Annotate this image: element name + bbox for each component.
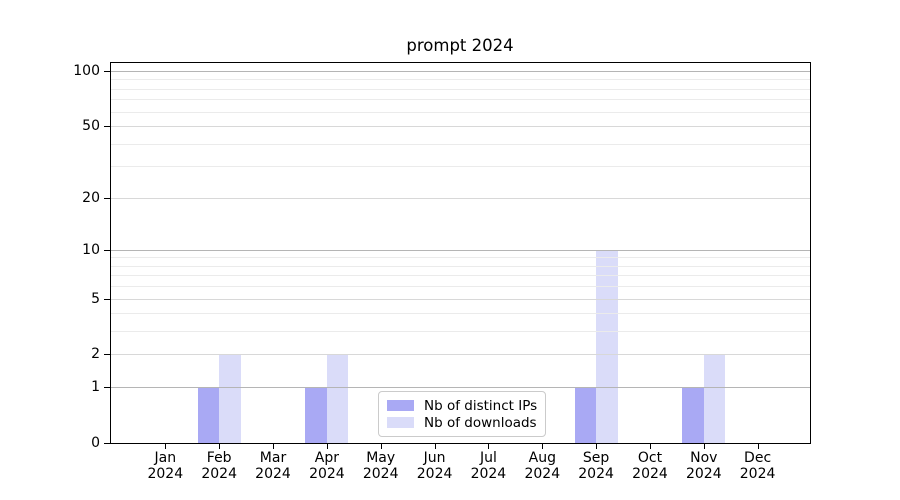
x-tick-mark-sep bbox=[596, 444, 598, 449]
x-tick-mark-feb bbox=[219, 444, 221, 449]
bar-downloads-apr bbox=[326, 354, 349, 443]
gridline-y-5 bbox=[111, 298, 810, 300]
x-tick-month-text: May bbox=[366, 450, 396, 466]
x-tick-month-text: Dec bbox=[744, 450, 772, 466]
x-tick-year-text: 2024 bbox=[470, 466, 507, 482]
y-tick-label-5: 5 bbox=[91, 290, 100, 307]
x-tick-month-text: Mar bbox=[259, 450, 287, 466]
gridline-y-20 bbox=[111, 197, 810, 199]
legend-label-distinct-ips: Nb of distinct IPs bbox=[424, 397, 538, 414]
y-tick-mark-20 bbox=[104, 197, 110, 199]
x-tick-month-text: Sep bbox=[582, 450, 610, 466]
x-tick-label-dec: Dec 2024 bbox=[723, 450, 793, 482]
x-tick-year-text: 2024 bbox=[309, 466, 345, 482]
y-tick-label-100: 100 bbox=[73, 62, 100, 79]
gridline-y-8 bbox=[111, 265, 810, 267]
gridline-y-80 bbox=[111, 88, 810, 90]
bar-distinct-ips-sep bbox=[574, 387, 597, 443]
legend: Nb of distinct IPs Nb of downloads bbox=[378, 391, 546, 437]
y-tick-mark-0 bbox=[104, 443, 110, 444]
y-tick-mark-10 bbox=[104, 249, 110, 251]
bar-downloads-feb bbox=[219, 354, 241, 443]
bar-distinct-ips-feb bbox=[197, 387, 220, 443]
x-tick-mark-jun bbox=[434, 444, 436, 449]
x-tick-mark-aug bbox=[542, 444, 544, 449]
x-tick-mark-nov bbox=[703, 444, 705, 449]
x-tick-year-text: 2024 bbox=[739, 466, 776, 482]
x-tick-mark-jan bbox=[165, 444, 167, 449]
x-tick-label-oct: Oct 2024 bbox=[615, 450, 685, 482]
plot-area bbox=[110, 62, 811, 444]
x-tick-year-text: 2024 bbox=[201, 466, 237, 482]
gridline-y-6 bbox=[111, 286, 810, 288]
x-tick-mark-oct bbox=[650, 444, 651, 449]
bar-downloads-nov bbox=[703, 354, 726, 443]
x-tick-year-text: 2024 bbox=[578, 466, 614, 482]
legend-swatch-downloads-icon bbox=[387, 417, 414, 428]
x-tick-month-text: Apr bbox=[314, 450, 339, 466]
x-tick-label-apr: Apr 2024 bbox=[292, 450, 362, 482]
x-tick-mark-dec bbox=[757, 444, 759, 449]
x-tick-label-jul: Jul 2024 bbox=[453, 450, 523, 482]
x-tick-month-text: Jan bbox=[154, 450, 177, 466]
x-tick-year-text: 2024 bbox=[632, 466, 668, 482]
x-tick-mark-may bbox=[380, 444, 382, 449]
y-tick-mark-5 bbox=[104, 298, 110, 300]
x-tick-month-text: Aug bbox=[528, 450, 556, 466]
x-tick-mark-apr bbox=[326, 444, 328, 449]
x-tick-year-text: 2024 bbox=[685, 466, 722, 482]
y-tick-mark-1 bbox=[104, 387, 110, 389]
x-tick-month-text: Oct bbox=[637, 450, 663, 466]
bar-distinct-ips-apr bbox=[305, 387, 327, 443]
gridline-y-60 bbox=[111, 111, 810, 113]
x-tick-month-text: Nov bbox=[690, 450, 718, 466]
x-tick-year-text: 2024 bbox=[362, 466, 399, 482]
gridline-y-40 bbox=[111, 143, 810, 145]
x-tick-label-jan: Jan 2024 bbox=[130, 450, 200, 482]
x-tick-year-text: 2024 bbox=[524, 466, 561, 482]
gridline-y-3 bbox=[111, 331, 810, 333]
bar-downloads-sep bbox=[596, 249, 618, 443]
y-tick-label-1: 1 bbox=[91, 379, 100, 396]
x-tick-label-mar: Mar 2024 bbox=[238, 450, 308, 482]
x-tick-year-text: 2024 bbox=[416, 466, 453, 482]
gridline-y-9 bbox=[111, 257, 810, 259]
legend-item-downloads: Nb of downloads bbox=[387, 414, 537, 431]
y-tick-label-0: 0 bbox=[91, 435, 100, 451]
x-tick-mark-jul bbox=[488, 444, 490, 449]
x-tick-mark-mar bbox=[273, 444, 274, 449]
y-tick-mark-2 bbox=[104, 354, 110, 356]
x-tick-year-text: 2024 bbox=[147, 466, 184, 482]
gridline-y-10 bbox=[111, 249, 810, 251]
gridline-y-30 bbox=[111, 166, 810, 168]
x-tick-label-jun: Jun 2024 bbox=[400, 450, 470, 482]
y-tick-label-10: 10 bbox=[82, 241, 100, 258]
legend-swatch-distinct-ips-icon bbox=[387, 400, 414, 411]
bar-distinct-ips-nov bbox=[682, 387, 704, 443]
y-tick-mark-100 bbox=[104, 70, 110, 72]
gridline-y-100 bbox=[111, 70, 810, 72]
chart-title: prompt 2024 bbox=[406, 36, 514, 55]
gridline-y-70 bbox=[111, 99, 810, 101]
x-tick-label-feb: Feb 2024 bbox=[184, 450, 254, 482]
x-tick-label-aug: Aug 2024 bbox=[507, 450, 577, 482]
gridline-y-50 bbox=[111, 126, 810, 127]
gridline-y-90 bbox=[111, 79, 810, 81]
gridline-y-7 bbox=[111, 275, 810, 277]
legend-label-downloads: Nb of downloads bbox=[424, 414, 537, 431]
x-tick-month-text: Jun bbox=[423, 450, 446, 466]
y-tick-label-50: 50 bbox=[82, 118, 100, 134]
x-tick-label-sep: Sep 2024 bbox=[561, 450, 631, 482]
y-tick-label-2: 2 bbox=[91, 346, 100, 363]
x-tick-label-nov: Nov 2024 bbox=[669, 450, 739, 482]
x-tick-label-may: May 2024 bbox=[346, 450, 416, 482]
x-tick-month-text: Jul bbox=[479, 450, 497, 466]
y-tick-label-20: 20 bbox=[82, 189, 100, 206]
gridline-y-4 bbox=[111, 313, 810, 315]
x-tick-month-text: Feb bbox=[206, 450, 232, 466]
y-tick-mark-50 bbox=[104, 126, 110, 127]
legend-item-distinct-ips: Nb of distinct IPs bbox=[387, 397, 537, 414]
x-tick-year-text: 2024 bbox=[255, 466, 291, 482]
